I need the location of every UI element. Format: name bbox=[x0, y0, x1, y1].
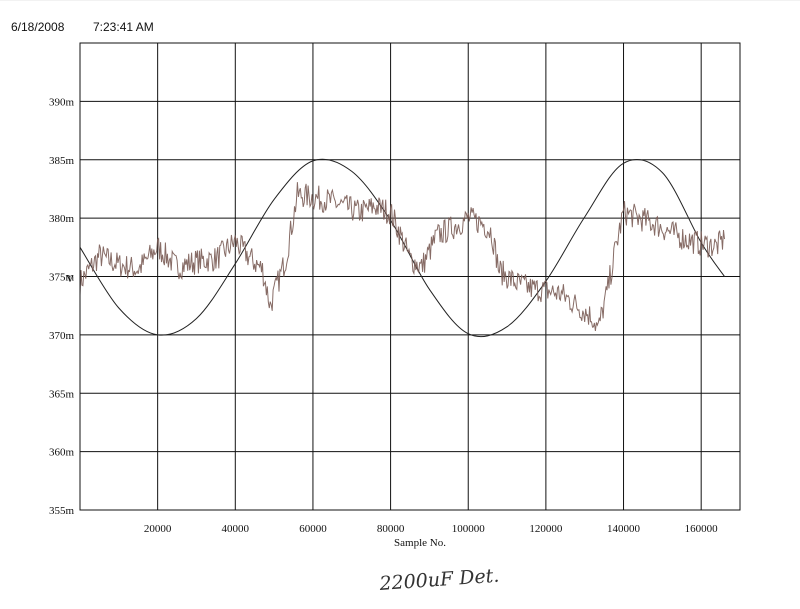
series-line-reference bbox=[79, 158, 725, 338]
y-tick-label: 360m bbox=[49, 447, 75, 459]
chart-series bbox=[79, 158, 725, 338]
header-date: 6/18/2008 bbox=[11, 20, 65, 34]
header-time: 7:23:41 AM bbox=[93, 20, 154, 34]
chart-grid bbox=[80, 43, 740, 511]
y-axis-ticks: 355m 360m 365m 370m 375m 380m 385m 390m bbox=[49, 96, 75, 517]
x-tick-label: 140000 bbox=[607, 523, 641, 535]
y-tick-label: 380m bbox=[49, 213, 75, 225]
x-tick-label: 80000 bbox=[377, 523, 405, 535]
x-axis-label: Sample No. bbox=[394, 537, 446, 549]
x-tick-label: 60000 bbox=[299, 523, 327, 535]
y-tick-label: 355m bbox=[49, 505, 75, 517]
y-tick-label: 385m bbox=[49, 155, 75, 167]
y-tick-label: 390m bbox=[49, 96, 75, 108]
x-tick-label: 20000 bbox=[144, 523, 172, 535]
series-line-measured bbox=[79, 182, 725, 331]
x-axis-ticks: 20000 40000 60000 80000 100000 120000 140000 16… bbox=[144, 523, 718, 535]
y-tick-label: 370m bbox=[49, 330, 75, 342]
handwritten-note: 2200uF Det. bbox=[378, 565, 500, 595]
y-tick-label: 375m bbox=[49, 272, 75, 284]
y-tick-label: 365m bbox=[49, 388, 75, 400]
x-tick-label: 100000 bbox=[452, 523, 486, 535]
x-tick-label: 40000 bbox=[222, 523, 250, 535]
x-tick-label: 160000 bbox=[685, 523, 719, 535]
y-axis-label: V bbox=[66, 273, 74, 285]
plot-frame bbox=[79, 42, 741, 511]
x-tick-label: 120000 bbox=[529, 523, 563, 535]
